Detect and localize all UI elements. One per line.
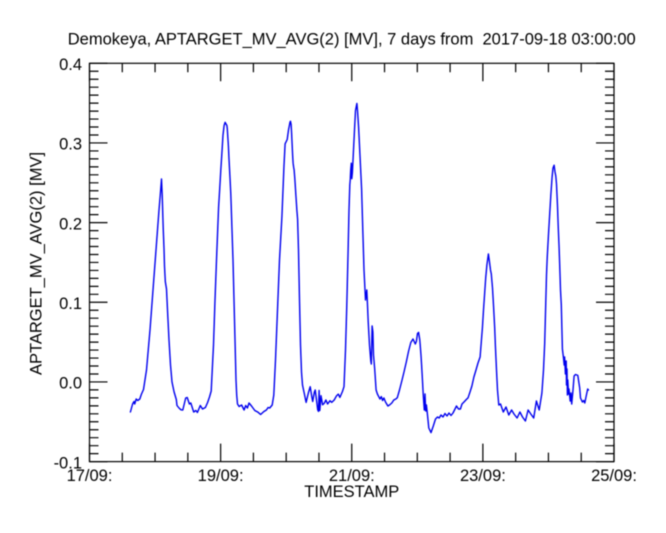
svg-text:-0.1: -0.1 xyxy=(54,454,82,472)
svg-text:25/09:: 25/09: xyxy=(591,467,637,485)
svg-text:21/09:: 21/09: xyxy=(329,467,375,485)
svg-text:0.4: 0.4 xyxy=(59,56,82,74)
svg-text:Demokeya, APTARGET_MV_AVG(2) [: Demokeya, APTARGET_MV_AVG(2) [MV], 7 day… xyxy=(68,31,636,49)
svg-text:APTARGET_MV_AVG(2) [MV]: APTARGET_MV_AVG(2) [MV] xyxy=(27,152,45,375)
svg-text:23/09:: 23/09: xyxy=(460,467,506,485)
svg-text:TIMESTAMP: TIMESTAMP xyxy=(304,483,399,501)
svg-text:0.2: 0.2 xyxy=(59,215,82,233)
svg-text:0.1: 0.1 xyxy=(59,295,82,313)
svg-text:0.0: 0.0 xyxy=(59,375,82,393)
svg-text:17/09:: 17/09: xyxy=(67,467,113,485)
svg-text:0.3: 0.3 xyxy=(59,136,82,154)
svg-text:19/09:: 19/09: xyxy=(198,467,244,485)
